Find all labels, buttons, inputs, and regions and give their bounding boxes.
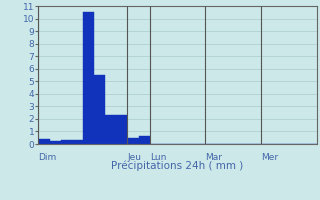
Bar <box>83 12 94 144</box>
Bar <box>72 140 83 144</box>
Bar <box>38 139 50 144</box>
Bar <box>94 75 105 144</box>
Text: Mar: Mar <box>205 153 222 162</box>
Bar <box>61 140 72 144</box>
X-axis label: Précipitations 24h ( mm ): Précipitations 24h ( mm ) <box>111 161 244 171</box>
Text: Jeu: Jeu <box>127 153 141 162</box>
Bar <box>50 141 61 144</box>
Text: Dim: Dim <box>38 153 57 162</box>
Bar <box>139 136 150 144</box>
Text: Mer: Mer <box>261 153 278 162</box>
Bar <box>105 115 116 144</box>
Bar <box>116 115 127 144</box>
Text: Lun: Lun <box>150 153 166 162</box>
Bar <box>127 138 139 144</box>
